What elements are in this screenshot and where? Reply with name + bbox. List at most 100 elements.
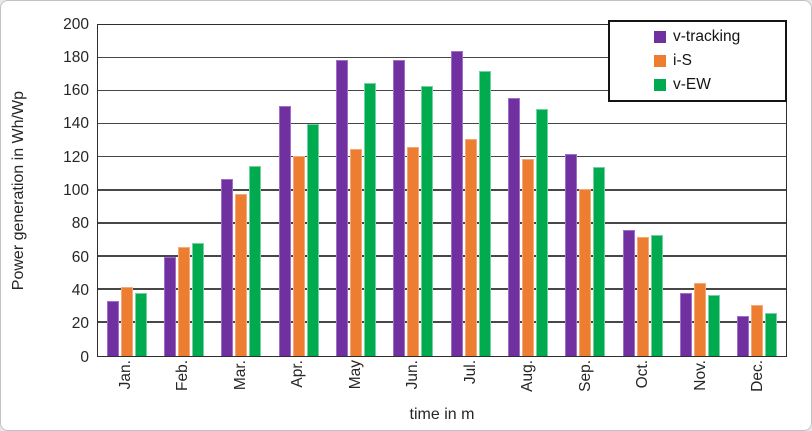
y-tick-label: 40 <box>71 281 89 299</box>
bar-i-s-jan <box>120 286 133 356</box>
y-tick-label: 160 <box>63 82 89 100</box>
x-tick-apr: Apr. <box>270 360 328 408</box>
gridline <box>98 321 786 323</box>
bar-v-ew-oct <box>650 235 663 356</box>
y-tick-label: 120 <box>63 148 89 166</box>
x-axis-title: time in m <box>409 406 475 423</box>
y-tick-label: 180 <box>63 48 89 66</box>
x-tick-nov: Nov. <box>672 360 730 408</box>
bar-i-s-jun <box>407 147 420 356</box>
y-tick-label: 60 <box>71 248 89 266</box>
x-tick-mar: Mar. <box>212 360 270 408</box>
x-tick-label: Sep. <box>576 360 594 392</box>
legend-swatch-v-tracking-icon <box>654 31 666 43</box>
bar-v-ew-jan <box>134 293 147 356</box>
x-tick-dec: Dec. <box>730 360 788 408</box>
bar-v-tracking-apr <box>278 106 291 356</box>
bar-group-oct <box>614 25 671 356</box>
legend-label-i-s: i-S <box>673 52 692 69</box>
bar-v-ew-apr <box>306 124 319 356</box>
bar-v-tracking-feb <box>163 256 176 356</box>
y-tick-label: 200 <box>63 15 89 33</box>
y-tick-label: 0 <box>80 348 89 366</box>
x-tick-aug: Aug. <box>500 360 558 408</box>
bar-group-dec <box>729 25 786 356</box>
bar-i-s-nov <box>693 283 706 356</box>
x-axis-ticks: Jan. Feb. Mar. Apr. May Jun. Jul. Aug. Sep. Oct. N… <box>97 360 787 408</box>
x-tick-sep: Sep. <box>557 360 615 408</box>
bar-v-ew-mar <box>249 165 262 356</box>
bar-v-tracking-may <box>335 59 348 356</box>
bar-group-jun <box>385 25 442 356</box>
bar-v-tracking-mar <box>221 178 234 356</box>
y-axis-title: Power generation in Wh/Wp <box>5 24 33 357</box>
gridline <box>98 56 786 59</box>
bar-i-s-oct <box>636 236 649 356</box>
bar-group-sep <box>557 25 614 356</box>
bar-group-nov <box>671 25 728 356</box>
y-axis-title-text: Power generation in Wh/Wp <box>10 90 27 291</box>
x-tick-may: May <box>327 360 385 408</box>
bar-v-ew-jun <box>421 86 434 356</box>
legend-label-v-tracking: v-tracking <box>673 28 741 45</box>
x-tick-label: May <box>346 360 364 390</box>
x-tick-label: Mar. <box>231 360 249 391</box>
y-tick-label: 20 <box>71 315 89 333</box>
bar-i-s-apr <box>292 155 305 356</box>
x-tick-label: Jun. <box>404 360 422 390</box>
x-tick-jan: Jan. <box>97 360 155 408</box>
bar-group-aug <box>499 25 556 356</box>
x-tick-label: Jan. <box>116 360 134 390</box>
bar-group-may <box>327 25 384 356</box>
bar-i-s-sep <box>579 188 592 356</box>
plot-area <box>97 24 787 357</box>
bar-v-tracking-dec <box>737 316 750 356</box>
legend: v-tracking i-S v-EW <box>608 20 787 102</box>
bar-i-s-mar <box>235 193 248 356</box>
bar-v-tracking-nov <box>679 293 692 356</box>
bar-v-ew-jul <box>478 71 491 356</box>
x-tick-jul: Jul. <box>442 360 500 408</box>
gridline <box>98 288 786 290</box>
legend-item-i-s: i-S <box>654 53 781 69</box>
x-tick-feb: Feb. <box>155 360 213 408</box>
bar-v-ew-nov <box>707 294 720 356</box>
x-tick-label: Nov. <box>691 360 709 391</box>
y-tick-label: 100 <box>63 182 89 199</box>
bar-v-tracking-jun <box>393 59 406 356</box>
bar-i-s-aug <box>521 159 534 356</box>
bar-v-tracking-oct <box>622 230 635 356</box>
x-tick-oct: Oct. <box>615 360 673 408</box>
bar-v-ew-aug <box>535 109 548 356</box>
y-tick-label: 140 <box>63 115 89 133</box>
x-tick-label: Jul. <box>461 360 479 385</box>
gridline <box>98 222 786 224</box>
bar-v-tracking-aug <box>507 97 520 356</box>
bar-group-apr <box>270 25 327 356</box>
x-tick-label: Oct. <box>634 360 652 389</box>
gridline <box>98 255 786 257</box>
bar-v-tracking-jul <box>450 51 463 356</box>
bar-i-s-feb <box>177 246 190 356</box>
x-tick-label: Aug. <box>519 360 537 392</box>
bar-v-tracking-sep <box>565 154 578 356</box>
bar-v-ew-may <box>363 82 376 356</box>
bar-group-feb <box>155 25 212 356</box>
gridline <box>98 189 786 191</box>
legend-item-v-ew: v-EW <box>654 77 781 93</box>
y-tick-label: 80 <box>71 215 89 233</box>
x-tick-label: Dec. <box>749 360 767 392</box>
bar-i-s-may <box>349 149 362 356</box>
x-tick-label: Apr. <box>289 360 307 388</box>
gridline <box>98 89 786 92</box>
x-tick-label: Feb. <box>174 360 192 392</box>
x-tick-jun: Jun. <box>385 360 443 408</box>
legend-swatch-i-s-icon <box>654 55 666 67</box>
bar-v-ew-feb <box>191 243 204 356</box>
bar-v-tracking-jan <box>106 301 119 356</box>
bar-v-ew-dec <box>765 312 778 356</box>
legend-item-v-tracking: v-tracking <box>654 29 781 45</box>
bar-i-s-dec <box>751 304 764 356</box>
bar-group-jan <box>98 25 155 356</box>
